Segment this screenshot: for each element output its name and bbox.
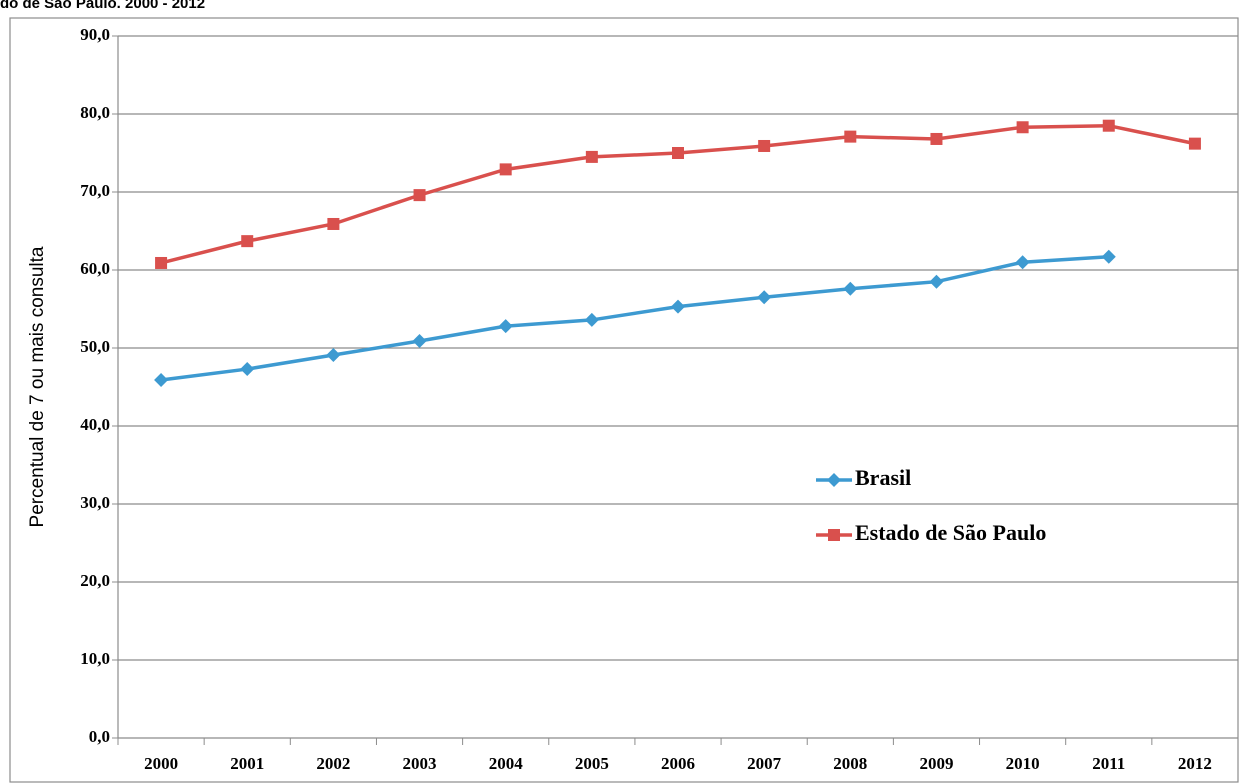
y-tick-label: 60,0 (80, 259, 110, 278)
legend-label: Estado de São Paulo (855, 520, 1046, 545)
x-tick-label: 2006 (661, 754, 695, 773)
data-point (412, 333, 427, 348)
data-point (498, 319, 513, 334)
x-tick-label: 2008 (833, 754, 867, 773)
y-tick-label: 30,0 (80, 493, 110, 512)
legend-label: Brasil (855, 465, 911, 490)
series-line (160, 123, 1196, 265)
data-point (930, 132, 943, 145)
data-point (154, 372, 169, 387)
y-tick-label: 80,0 (80, 103, 110, 122)
data-point (1016, 121, 1029, 134)
data-point (1015, 255, 1030, 270)
y-tick-label: 0,0 (89, 727, 110, 746)
x-tick-label: 2010 (1006, 754, 1040, 773)
y-tick-label: 20,0 (80, 571, 110, 590)
y-axis-label: Percentual de 7 ou mais consulta (27, 246, 48, 527)
series-line (160, 254, 1109, 382)
data-point (672, 147, 684, 159)
y-tick-label: 70,0 (80, 181, 110, 200)
data-point (1102, 119, 1115, 132)
y-tick-label: 90,0 (80, 25, 110, 44)
x-tick-label: 2007 (747, 754, 782, 773)
x-tick-label: 2000 (144, 754, 178, 773)
chart-title: do de São Paulo. 2000 - 2012 (0, 0, 205, 12)
x-tick-label: 2003 (403, 754, 437, 773)
data-point (326, 348, 341, 363)
data-point (241, 235, 254, 248)
legend-marker (827, 473, 841, 487)
data-point (757, 290, 772, 305)
x-tick-label: 2004 (489, 754, 524, 773)
x-tick-label: 2001 (230, 754, 264, 773)
data-point (671, 299, 685, 314)
x-tick-label: 2009 (919, 754, 953, 773)
x-tick-label: 2005 (575, 754, 609, 773)
y-tick-label: 50,0 (80, 337, 110, 356)
x-tick-label: 2002 (316, 754, 350, 773)
data-point (758, 139, 771, 152)
data-point (1188, 137, 1201, 150)
chart-frame (9, 17, 1239, 783)
legend-marker (828, 529, 840, 541)
data-point (585, 150, 598, 163)
data-point (327, 217, 340, 230)
y-tick-label: 10,0 (80, 649, 110, 668)
data-point (413, 189, 426, 202)
data-point (499, 163, 512, 176)
x-tick-label: 2012 (1178, 754, 1212, 773)
data-point (155, 256, 168, 269)
y-tick-label: 40,0 (80, 415, 110, 434)
data-point (844, 130, 857, 143)
x-tick-label: 2011 (1092, 754, 1125, 773)
data-point (843, 281, 858, 296)
data-point (584, 312, 599, 327)
data-point (1101, 249, 1116, 264)
data-point (240, 362, 255, 377)
data-point (929, 274, 944, 289)
